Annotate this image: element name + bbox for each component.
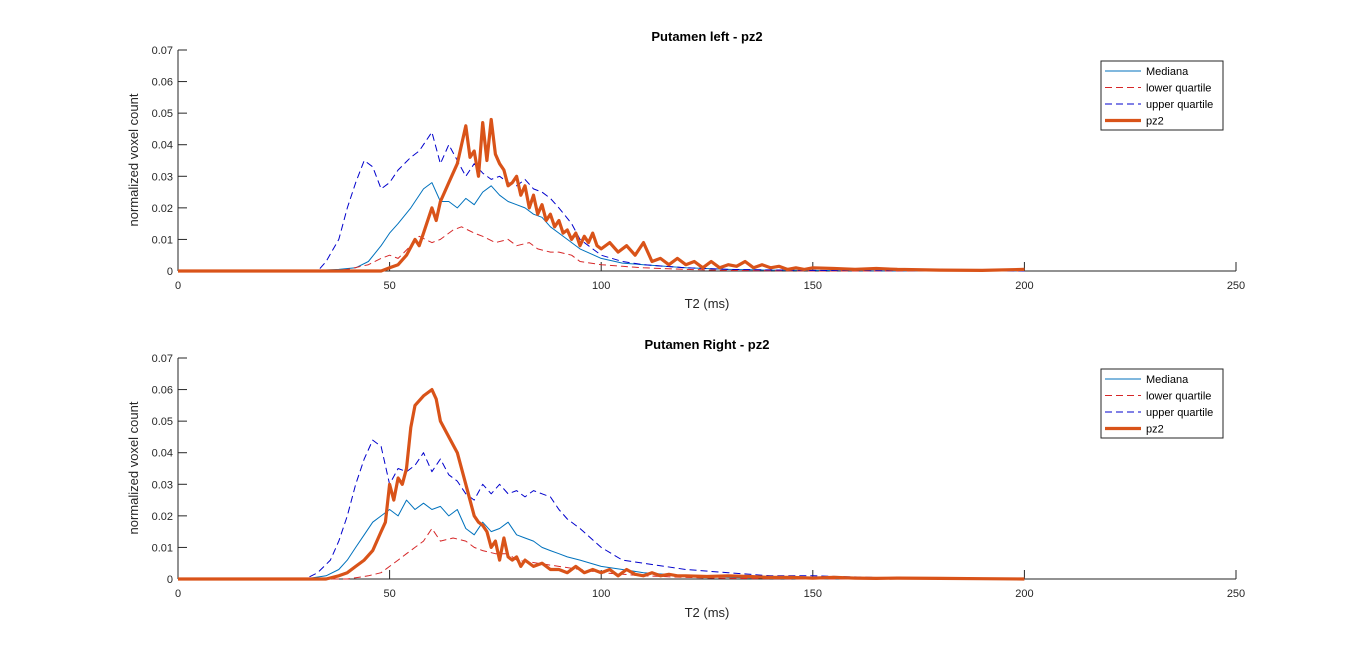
y-tick-label: 0.01 (152, 542, 173, 554)
legend-box (1100, 368, 1224, 439)
legend-label: upper quartile (1146, 407, 1213, 419)
x-tick-label: 100 (592, 588, 610, 600)
y-tick-label: 0.04 (152, 140, 173, 152)
series-line-pz2 (178, 388, 1025, 581)
series-line-lower-quartile (178, 226, 1025, 272)
series-line-upper-quartile (178, 439, 1025, 580)
legend-label: Mediana (1146, 66, 1189, 78)
x-tick-label: 0 (175, 280, 181, 292)
y-tick-label: 0.06 (152, 77, 173, 89)
y-tick-label: 0 (167, 574, 173, 586)
x-tick-label: 250 (1227, 588, 1245, 600)
legend-label: upper quartile (1146, 99, 1213, 111)
y-axis-label: normalized voxel count (126, 401, 141, 534)
x-tick-label: 200 (1015, 280, 1033, 292)
legend-box (1100, 60, 1224, 131)
legend-label: pz2 (1146, 424, 1164, 436)
legend-label: lower quartile (1146, 391, 1211, 403)
y-tick-label: 0.04 (152, 448, 173, 460)
x-tick-label: 250 (1227, 280, 1245, 292)
y-tick-label: 0.01 (152, 234, 173, 246)
y-tick-label: 0.05 (152, 416, 173, 428)
y-tick-label: 0.06 (152, 385, 173, 397)
chart-panel-top: Putamen left - pz2 T2 (ms) normalized vo… (126, 29, 1245, 311)
legend: Mediana lower quartile upper quartile pz2 (1100, 60, 1224, 131)
x-tick-label: 0 (175, 588, 181, 600)
x-axis-label: T2 (ms) (685, 296, 730, 311)
x-tick-label: 200 (1015, 588, 1033, 600)
series-line-mediana (178, 182, 1025, 272)
chart-title: Putamen left - pz2 (651, 29, 762, 44)
x-tick-label: 50 (383, 280, 395, 292)
x-tick-label: 50 (383, 588, 395, 600)
y-tick-label: 0.05 (152, 108, 173, 120)
x-tick-label: 100 (592, 280, 610, 292)
y-tick-label: 0.02 (152, 203, 173, 215)
chart-panel-bottom: Putamen Right - pz2 T2 (ms) normalized v… (126, 337, 1245, 620)
y-tick-label: 0.07 (152, 353, 173, 365)
x-tick-label: 150 (804, 280, 822, 292)
chart-title: Putamen Right - pz2 (645, 337, 770, 352)
y-tick-label: 0 (167, 266, 173, 278)
legend-label: pz2 (1146, 116, 1164, 128)
series-line-lower-quartile (178, 528, 1025, 580)
series-line-upper-quartile (178, 131, 1025, 272)
legend-label: Mediana (1146, 374, 1189, 386)
y-axis-label: normalized voxel count (126, 93, 141, 226)
y-tick-label: 0.03 (152, 171, 173, 183)
series-line-mediana (178, 499, 1025, 580)
x-axis-label: T2 (ms) (685, 605, 730, 620)
series-line-pz2 (178, 117, 1025, 273)
x-tick-label: 150 (804, 588, 822, 600)
y-tick-label: 0.02 (152, 511, 173, 523)
y-tick-label: 0.03 (152, 479, 173, 491)
legend: Mediana lower quartile upper quartile pz2 (1100, 368, 1224, 439)
y-tick-label: 0.07 (152, 45, 173, 57)
legend-label: lower quartile (1146, 83, 1211, 95)
